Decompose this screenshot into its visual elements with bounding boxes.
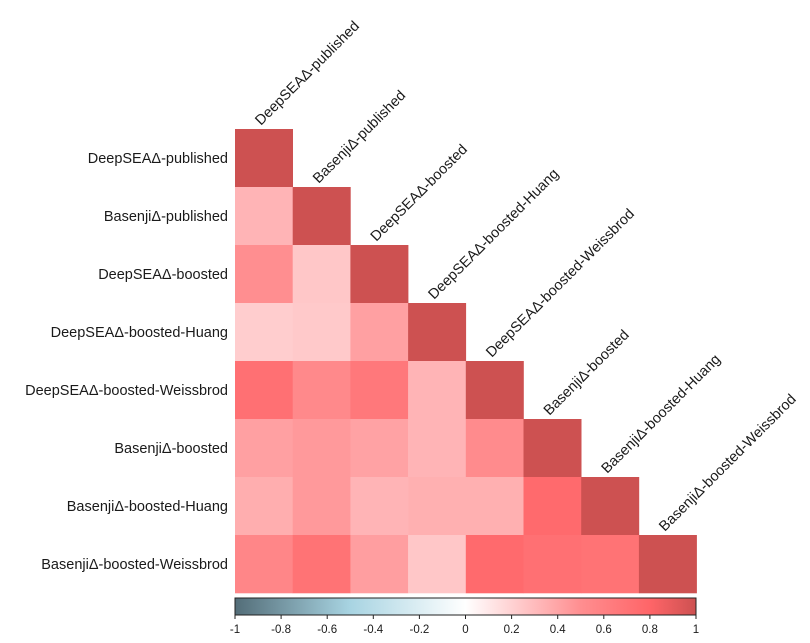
heatmap-cell	[465, 419, 524, 478]
row-label: BasenjiΔ-published	[104, 209, 228, 225]
colorbar-tick-label: -0.2	[409, 624, 429, 636]
heatmap-cell	[350, 419, 409, 478]
heatmap-cell	[350, 245, 409, 304]
heatmap-cell	[523, 535, 582, 594]
heatmap-cell	[235, 245, 293, 304]
row-label: BasenjiΔ-boosted-Huang	[67, 499, 228, 515]
colorbar-tick-label: 0.4	[550, 624, 567, 636]
heatmap-cell	[465, 535, 524, 594]
heatmap-cell	[235, 535, 293, 594]
colorbar-tick-label: 0.8	[642, 624, 658, 636]
heatmap-cell	[350, 535, 409, 594]
colorbar-tick-label: 0.2	[504, 624, 520, 636]
colorbar-tick-label: -0.4	[363, 624, 383, 636]
heatmap-cell	[292, 303, 351, 362]
column-label: BasenjiΔ-boosted-Huang	[599, 352, 724, 477]
row-label: DeepSEAΔ-boosted-Huang	[51, 325, 228, 341]
heatmap-cell	[235, 361, 293, 420]
heatmap-cell	[408, 361, 467, 420]
heatmap-cell	[465, 477, 524, 536]
heatmap-cell	[235, 187, 293, 246]
row-label: DeepSEAΔ-boosted-Weissbrod	[25, 383, 228, 399]
heatmap-cell	[408, 477, 467, 536]
colorbar-gradient	[234, 597, 697, 616]
heatmap-cell	[465, 361, 524, 420]
heatmap-cell	[581, 535, 640, 594]
row-label: DeepSEAΔ-boosted	[98, 267, 228, 283]
row-label: BasenjiΔ-boosted	[114, 441, 228, 457]
heatmap-cell	[408, 303, 467, 362]
colorbar-tick-label: -1	[230, 624, 240, 636]
colorbar-tick-label: 1	[693, 624, 699, 636]
row-label: DeepSEAΔ-published	[88, 151, 228, 167]
heatmap-cell	[292, 535, 351, 594]
heatmap-cell	[292, 419, 351, 478]
heatmap-cell	[523, 477, 582, 536]
row-label: BasenjiΔ-boosted-Weissbrod	[41, 557, 228, 573]
heatmap-cell	[292, 245, 351, 304]
heatmap-cell	[408, 535, 467, 594]
row-labels: DeepSEAΔ-published BasenjiΔ-published Deep…	[25, 151, 228, 573]
heatmap-cell	[235, 129, 293, 188]
heatmap-cell	[292, 477, 351, 536]
colorbar-tick-label: 0.6	[596, 624, 612, 636]
colorbar-tick-label: -0.6	[317, 624, 337, 636]
column-label: DeepSEAΔ-boosted	[368, 142, 471, 245]
heatmap-cell	[292, 187, 351, 246]
heatmap-cell	[350, 477, 409, 536]
heatmap-cell	[350, 303, 409, 362]
heatmap-cell	[581, 477, 640, 536]
heatmap-cell	[292, 361, 351, 420]
heatmap-cell	[523, 419, 582, 478]
column-label: BasenjiΔ-boosted	[541, 327, 633, 419]
heatmap-cell	[235, 303, 293, 362]
column-label: BasenjiΔ-boosted-Weissbrod	[656, 391, 799, 534]
column-label: BasenjiΔ-published	[310, 88, 409, 187]
heatmap-cell	[350, 361, 409, 420]
colorbar-tick-label: -0.8	[271, 624, 291, 636]
colorbar: -1 -0.8 -0.6 -0.4 -0.2 0 0.2 0.4 0.6 0.8 1	[230, 597, 699, 636]
heatmap-cell	[235, 419, 293, 478]
column-label: DeepSEAΔ-published	[252, 18, 363, 129]
heatmap-cell	[408, 419, 467, 478]
heatmap-cells	[235, 129, 697, 594]
heatmap-cell	[638, 535, 697, 594]
colorbar-tick-label: 0	[462, 624, 468, 636]
column-label: DeepSEAΔ-boosted-Huang	[426, 166, 563, 303]
heatmap-cell	[235, 477, 293, 536]
